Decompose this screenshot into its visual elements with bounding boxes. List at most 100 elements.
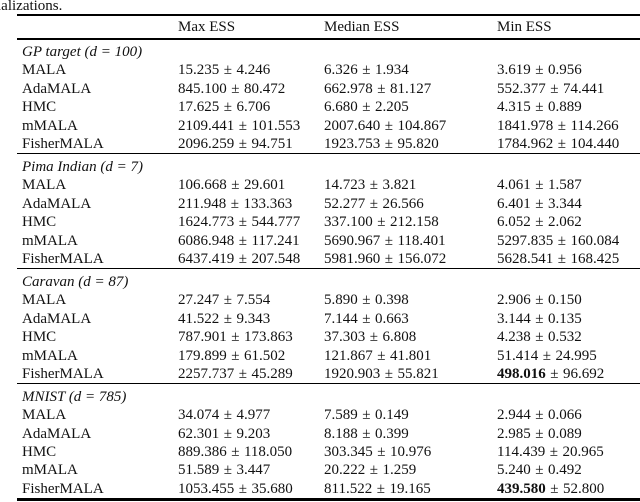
median-ess-cell: 7.144 ±0.663 [324,310,497,328]
plus-minus-sign: ± [369,195,378,212]
header-min-ess: Min ESS [497,19,552,35]
std-error-value: 114.266 [570,117,619,134]
min-ess-cell: 498.016 ±96.692 [497,365,640,383]
group-separator-rule [17,268,640,270]
min-ess-cell: 51.414 ±24.995 [497,347,640,365]
table-bottom-rule [17,498,640,501]
min-ess-cell: 5.240 ±0.492 [497,461,640,479]
median-ess-cell: 1923.753 ±95.820 [324,135,497,153]
min-ess-cell: 2.906 ±0.150 [497,291,640,309]
header-max-ess: Max ESS [178,19,236,35]
plus-minus-sign: ± [362,62,371,79]
mean-value: 4.238 [497,329,531,346]
plus-minus-sign: ± [369,329,378,346]
std-error-value: 45.289 [251,365,293,382]
method-label: AdaMALA [22,425,92,442]
std-error-value: 168.425 [570,250,620,267]
plus-minus-sign: ± [550,80,559,97]
min-ess-cell: 6.401 ±3.344 [497,195,640,213]
max-ess-cell: 27.247 ±7.554 [178,291,324,309]
mean-value: 37.303 [324,329,366,346]
plus-minus-sign: ± [550,365,559,382]
min-ess-cell: 4.315 ±0.889 [497,98,640,116]
std-error-value: 0.066 [547,407,582,424]
header-empty-cell [17,16,178,38]
plus-minus-sign: ± [557,136,566,153]
std-error-value: 9.203 [236,425,271,442]
plus-minus-sign: ± [384,117,393,134]
table-row: MALA 27.247 ±7.554 5.890 ±0.398 2.906 ±0.150 [17,291,640,309]
median-ess-cell: 811.522 ±19.165 [324,480,497,498]
std-error-value: 1.934 [374,62,409,79]
median-ess-cell: 2007.640 ±104.867 [324,117,497,135]
max-ess-cell: 15.235 ±4.246 [178,61,324,79]
group-separator-rule [17,153,640,155]
std-error-value: 52.800 [562,480,605,497]
plus-minus-sign: ± [369,462,378,479]
table-group: Pima Indian (d = 7) MALA 106.668 ±29.601 14.… [17,154,640,270]
plus-minus-sign: ± [557,250,566,267]
mean-value: 1923.753 [324,136,381,153]
mean-value: 6.052 [497,214,531,231]
std-error-value: 3.821 [382,177,417,194]
std-error-value: 0.956 [547,62,582,79]
method-label: HMC [22,444,57,461]
mean-value: 1784.962 [497,136,554,153]
plus-minus-sign: ± [223,310,232,327]
std-error-value: 3.447 [236,462,271,479]
mean-value: 51.414 [497,347,539,364]
min-ess-cell: 2.944 ±0.066 [497,406,640,424]
median-ess-cell: 121.867 ±41.801 [324,347,497,365]
table-row: HMC 17.625 ±6.706 6.680 ±2.205 4.315 ±0.889 [17,98,640,116]
mean-value: 51.589 [178,462,220,479]
method-label: FisherMALA [22,136,104,153]
mean-value: 114.439 [497,444,546,461]
mean-value: 3.619 [497,62,531,79]
std-error-value: 1.587 [547,177,582,194]
mean-value: 4.315 [497,99,531,116]
plus-minus-sign: ± [384,250,393,267]
mean-value: 20.222 [324,462,366,479]
plus-minus-sign: ± [223,292,232,309]
max-ess-cell: 106.668 ±29.601 [178,176,324,194]
plus-minus-sign: ± [362,425,371,442]
plus-minus-sign: ± [238,136,247,153]
plus-minus-sign: ± [362,310,371,327]
table-row: AdaMALA 62.301 ±9.203 8.188 ±0.399 2.985 ±0.08… [17,425,640,443]
table-row: AdaMALA 211.948 ±133.363 52.277 ±26.566 6.401… [17,195,640,213]
max-ess-cell: 51.589 ±3.447 [178,461,324,479]
std-error-value: 117.241 [251,232,300,249]
std-error-value: 41.801 [389,347,432,364]
min-ess-cell: 5628.541 ±168.425 [497,250,640,268]
method-label: HMC [22,214,57,231]
max-ess-cell: 34.074 ±4.977 [178,406,324,424]
table-row: mMALA 179.899 ±61.502 121.867 ±41.801 51.414 ±… [17,347,640,365]
median-ess-cell: 303.345 ±10.976 [324,443,497,461]
std-error-value: 9.343 [236,310,271,327]
plus-minus-sign: ± [535,310,544,327]
plus-minus-sign: ± [362,407,371,424]
mean-value: 1841.978 [497,117,554,134]
mean-value: 498.016 [497,365,546,382]
plus-minus-sign: ± [535,462,544,479]
std-error-value: 173.863 [243,329,293,346]
min-ess-cell: 439.580 ±52.800 [497,480,640,498]
std-error-value: 19.165 [389,480,431,497]
plus-minus-sign: ± [550,480,559,497]
mean-value: 552.377 [497,80,546,97]
std-error-value: 156.072 [397,250,447,267]
plus-minus-sign: ± [238,117,247,134]
mean-value: 2.944 [497,407,531,424]
method-label: mMALA [22,462,78,479]
plus-minus-sign: ± [542,347,551,364]
mean-value: 1920.903 [324,365,381,382]
median-ess-cell: 5690.967 ±118.401 [324,232,497,250]
std-error-value: 118.050 [243,444,293,461]
std-error-value: 80.472 [243,80,286,97]
mean-value: 211.948 [178,195,227,212]
table-group: Caravan (d = 87) MALA 27.247 ±7.554 5.890 ±0.… [17,269,640,385]
mean-value: 2.985 [497,425,531,442]
mean-value: 106.668 [178,177,227,194]
std-error-value: 160.084 [570,232,620,249]
